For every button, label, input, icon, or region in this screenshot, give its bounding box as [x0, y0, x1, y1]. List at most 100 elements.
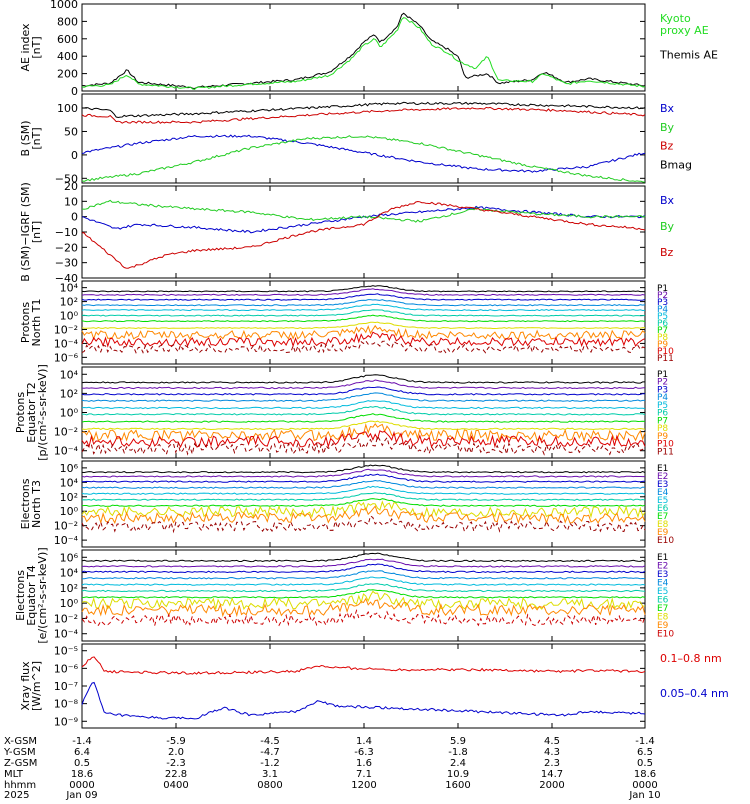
y-tick-label: 0 [71, 85, 78, 98]
channel-line [81, 597, 646, 618]
ephemeris-cell: 0000 [632, 780, 657, 791]
ephemeris-row-label: hhmm [4, 780, 36, 791]
panel-7: 10⁶ 10⁴ 10² 10⁰ 10⁻² 10⁻⁴ ElectronsEquator T4[… [14, 547, 674, 643]
channel-line [81, 321, 646, 330]
channel-line [81, 570, 646, 580]
channel-line [81, 500, 646, 519]
channel-line [81, 558, 646, 568]
channel-label: P6 [657, 409, 668, 419]
legend-entry: Bx [660, 194, 675, 207]
channel-label: E9 [657, 528, 669, 538]
panel-8: 10⁻⁵ 10⁻⁶ 10⁻⁷ 10⁻⁸ 10⁻⁹ Xray flux[W/m^2] 0.1–… [19, 643, 729, 729]
ephemeris-cell: 0400 [163, 780, 188, 791]
channel-line [81, 288, 646, 296]
channel-line [81, 589, 646, 599]
legend-entry: Themis AE [659, 49, 718, 62]
y-tick-label: −10 [55, 226, 78, 239]
y-tick-label: 600 [57, 33, 78, 46]
y-tick-label: −20 [55, 241, 78, 254]
channel-label: P10 [657, 440, 674, 450]
channel-line [81, 576, 646, 586]
channel-line [81, 464, 646, 474]
y-tick-label: 10⁰ [60, 597, 79, 610]
channel-label: P8 [657, 424, 668, 434]
panel-5: 10⁴ 10² 10⁰ 10⁻² 10⁻⁴ ProtonsEquator T2[p/(cm… [14, 364, 674, 461]
channel-label: E5 [657, 496, 668, 506]
ephemeris-cell: 4.3 [544, 747, 560, 758]
channel-line [81, 413, 646, 423]
channel-label: E4 [657, 579, 669, 589]
y-tick-label: 10⁴ [60, 476, 79, 489]
channel-label: P1 [657, 370, 668, 380]
ephemeris-cell: -6.3 [354, 747, 374, 758]
y-tick-label: −50 [55, 172, 78, 185]
y-tick-label: 0 [71, 149, 78, 162]
ephemeris-cell: 6.5 [637, 747, 653, 758]
channel-label: E6 [657, 596, 669, 606]
channel-line [81, 485, 646, 495]
y-tick-label: −40 [55, 272, 78, 285]
channel-label: P10 [657, 347, 674, 357]
ephemeris-row-label: 2025 [4, 790, 29, 800]
ephemeris-cell: 2.4 [450, 758, 466, 769]
ephemeris-cell: 1.4 [356, 736, 372, 747]
ephemeris-cell: 18.6 [634, 769, 656, 780]
ephemeris-cell: 7.1 [356, 769, 372, 780]
channel-line [81, 498, 646, 507]
channel-line [81, 423, 646, 443]
ephemeris-cell: Jan 09 [65, 790, 97, 800]
y-tick-label: 10² [60, 296, 78, 309]
y-axis-label: AE index[nT] [19, 23, 43, 72]
y-tick-label: 10⁻² [54, 426, 78, 439]
y-tick-label: 1000 [50, 0, 78, 11]
ephemeris-cell: -1.8 [448, 747, 468, 758]
channel-label: E8 [657, 520, 669, 530]
ephemeris-cell: 1200 [351, 780, 376, 791]
y-tick-label: 10⁶ [60, 551, 79, 564]
channel-label: P5 [657, 401, 668, 411]
panel-frame [81, 93, 646, 184]
legend-entry: By [660, 220, 675, 233]
y-tick-label: 10⁰ [60, 407, 79, 420]
channel-line [81, 590, 646, 611]
ephemeris-cell: 3.1 [262, 769, 278, 780]
y-tick-label: 10⁴ [60, 567, 79, 580]
channel-line [81, 374, 645, 384]
channel-line [81, 309, 646, 317]
channel-label: E7 [657, 512, 668, 522]
channel-label: P7 [657, 326, 668, 336]
panel-3: 20 10 0 −10 −20 −30 −40 B (SM)−IGRF (SM)[nT] Bx B… [19, 180, 675, 285]
y-tick-label: 10 [64, 195, 78, 208]
legend-entry: 0.05–0.4 nm [660, 687, 729, 700]
channel-label: E2 [657, 472, 668, 482]
channel-line [81, 392, 645, 402]
y-tick-label: 10⁴ [60, 282, 79, 295]
channel-label: P5 [657, 312, 668, 322]
y-tick-label: 0 [71, 211, 78, 224]
y-tick-label: 10² [60, 387, 78, 400]
y-tick-label: 10⁶ [60, 462, 79, 475]
y-tick-label: 10⁻⁴ [54, 337, 79, 350]
y-axis-label: B (SM)[nT] [19, 120, 43, 156]
channel-label: E5 [657, 587, 668, 597]
series-line [81, 101, 646, 119]
channel-line [81, 299, 646, 307]
y-tick-label: 10⁻² [54, 612, 78, 625]
panel-1: 1000 800 600 400 200 0 AE index[nT] Kyoto proxy … [19, 0, 718, 98]
channel-line [81, 583, 646, 593]
y-tick-label: 10⁻⁷ [54, 680, 78, 693]
channel-label: P11 [657, 447, 674, 457]
channel-label: E7 [657, 604, 668, 614]
y-tick-label: 10⁻⁴ [54, 628, 79, 641]
channel-label: E1 [657, 553, 668, 563]
y-tick-label: 800 [57, 15, 78, 28]
ephemeris-cell: 0.5 [637, 758, 653, 769]
ephemeris-cell: -4.5 [260, 736, 280, 747]
ephemeris-cell: 2.3 [544, 758, 560, 769]
channel-label: E10 [657, 536, 674, 546]
legend-entry: Bz [660, 246, 674, 259]
y-tick-label: 10² [60, 582, 78, 595]
ephemeris-cell: 5.9 [450, 736, 466, 747]
ephemeris-row-label: MLT [4, 769, 24, 780]
